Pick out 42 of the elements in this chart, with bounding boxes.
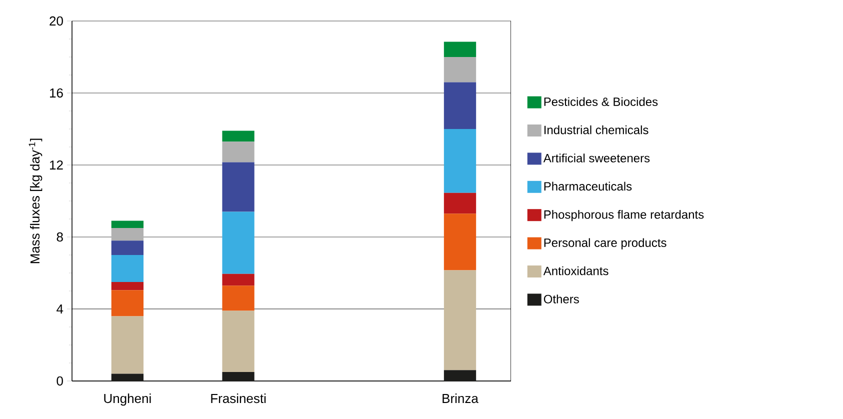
bar <box>444 56 476 82</box>
bar <box>444 128 476 193</box>
bar <box>111 254 144 282</box>
y-tick-label: 4 <box>56 304 64 314</box>
bar <box>222 130 254 142</box>
bar <box>222 310 254 372</box>
bar <box>111 290 144 316</box>
bar <box>222 212 254 274</box>
bar <box>444 370 476 381</box>
x-tick-label: Frasinesti <box>211 394 266 404</box>
y-tick-label: 8 <box>56 232 63 242</box>
legend-label: Industrial chemicals <box>544 125 648 134</box>
legend-label: Others <box>544 294 579 304</box>
bar <box>222 274 254 286</box>
y-tick-label: 0 <box>56 376 63 386</box>
bar <box>444 270 476 370</box>
bar <box>444 192 476 214</box>
y-tick-label: 20 <box>50 16 63 26</box>
bar <box>222 142 254 162</box>
x-tick-label: Brinza <box>442 394 478 404</box>
legend-label: Pharmaceuticals <box>544 182 632 191</box>
legend-label: Phosphorous flame retardants <box>544 210 704 222</box>
bar <box>111 220 144 228</box>
bar <box>444 42 476 57</box>
legend-label: Artificial sweeteners <box>543 154 650 162</box>
legend-label: Pesticides & Biocides <box>544 97 658 106</box>
y-tick-label: 12 <box>50 160 63 170</box>
bar <box>111 228 144 241</box>
bar <box>111 282 144 290</box>
legend-label: Personal care products <box>544 238 666 250</box>
bar <box>444 82 476 129</box>
bar <box>444 214 476 270</box>
bar <box>222 162 254 212</box>
bar <box>111 316 144 374</box>
bar <box>222 286 254 311</box>
x-tick-label: Ungheni <box>104 394 151 406</box>
legend-label: Antioxidants <box>543 266 608 276</box>
bar <box>222 372 254 381</box>
y-tick-label: 16 <box>50 88 63 98</box>
bar <box>111 374 144 381</box>
y-axis-title: Mass fluxes [kg day$^{-1}$] <box>28 138 42 264</box>
bar <box>111 240 144 255</box>
